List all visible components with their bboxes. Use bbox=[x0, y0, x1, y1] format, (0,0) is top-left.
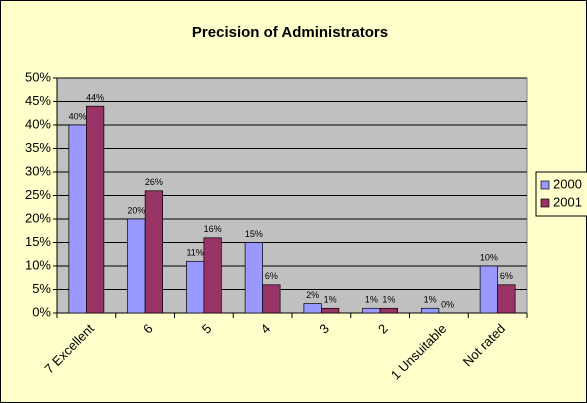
y-tick-label: 5% bbox=[32, 281, 51, 296]
legend-label: 2001 bbox=[553, 194, 582, 209]
value-label: 6% bbox=[500, 271, 513, 281]
y-tick-label: 25% bbox=[25, 187, 51, 202]
value-label: 2% bbox=[306, 290, 319, 300]
legend-label: 2000 bbox=[553, 176, 582, 191]
bar bbox=[303, 303, 322, 314]
y-tick-label: 30% bbox=[25, 163, 51, 178]
bar bbox=[144, 190, 163, 314]
value-label: 40% bbox=[69, 111, 87, 121]
value-label: 6% bbox=[265, 271, 278, 281]
bar bbox=[262, 284, 281, 314]
bar bbox=[186, 260, 205, 314]
value-label: 1% bbox=[324, 295, 337, 305]
y-tick-label: 45% bbox=[25, 93, 51, 108]
value-label: 11% bbox=[186, 248, 203, 258]
legend-swatch bbox=[540, 198, 550, 208]
value-label: 16% bbox=[204, 224, 222, 234]
value-label: 1% bbox=[382, 295, 395, 305]
bar bbox=[127, 218, 146, 314]
value-label: 10% bbox=[480, 252, 498, 262]
value-label: 1% bbox=[424, 295, 437, 305]
legend-box bbox=[535, 171, 587, 217]
chart-title: Precision of Administrators bbox=[192, 24, 388, 41]
bar bbox=[86, 105, 105, 314]
value-label: 0% bbox=[441, 299, 454, 309]
bar bbox=[321, 307, 340, 314]
value-label: 20% bbox=[127, 205, 145, 215]
bar bbox=[68, 124, 87, 314]
value-label: 1% bbox=[365, 295, 378, 305]
bar bbox=[497, 284, 516, 314]
value-label: 15% bbox=[245, 229, 263, 239]
y-tick-label: 50% bbox=[25, 69, 51, 84]
bar bbox=[244, 242, 263, 314]
bar bbox=[421, 307, 440, 314]
bar bbox=[379, 307, 398, 314]
y-tick-label: 10% bbox=[25, 257, 51, 272]
bar bbox=[362, 307, 381, 314]
y-tick-label: 40% bbox=[25, 116, 51, 131]
bar bbox=[479, 265, 498, 314]
bar bbox=[203, 237, 222, 314]
value-label: 26% bbox=[145, 177, 163, 187]
y-tick-label: 20% bbox=[25, 210, 51, 225]
y-tick-label: 0% bbox=[32, 304, 51, 319]
y-tick-label: 15% bbox=[25, 234, 51, 249]
legend-swatch bbox=[540, 180, 550, 190]
y-tick-label: 35% bbox=[25, 140, 51, 155]
value-label: 44% bbox=[86, 93, 104, 103]
